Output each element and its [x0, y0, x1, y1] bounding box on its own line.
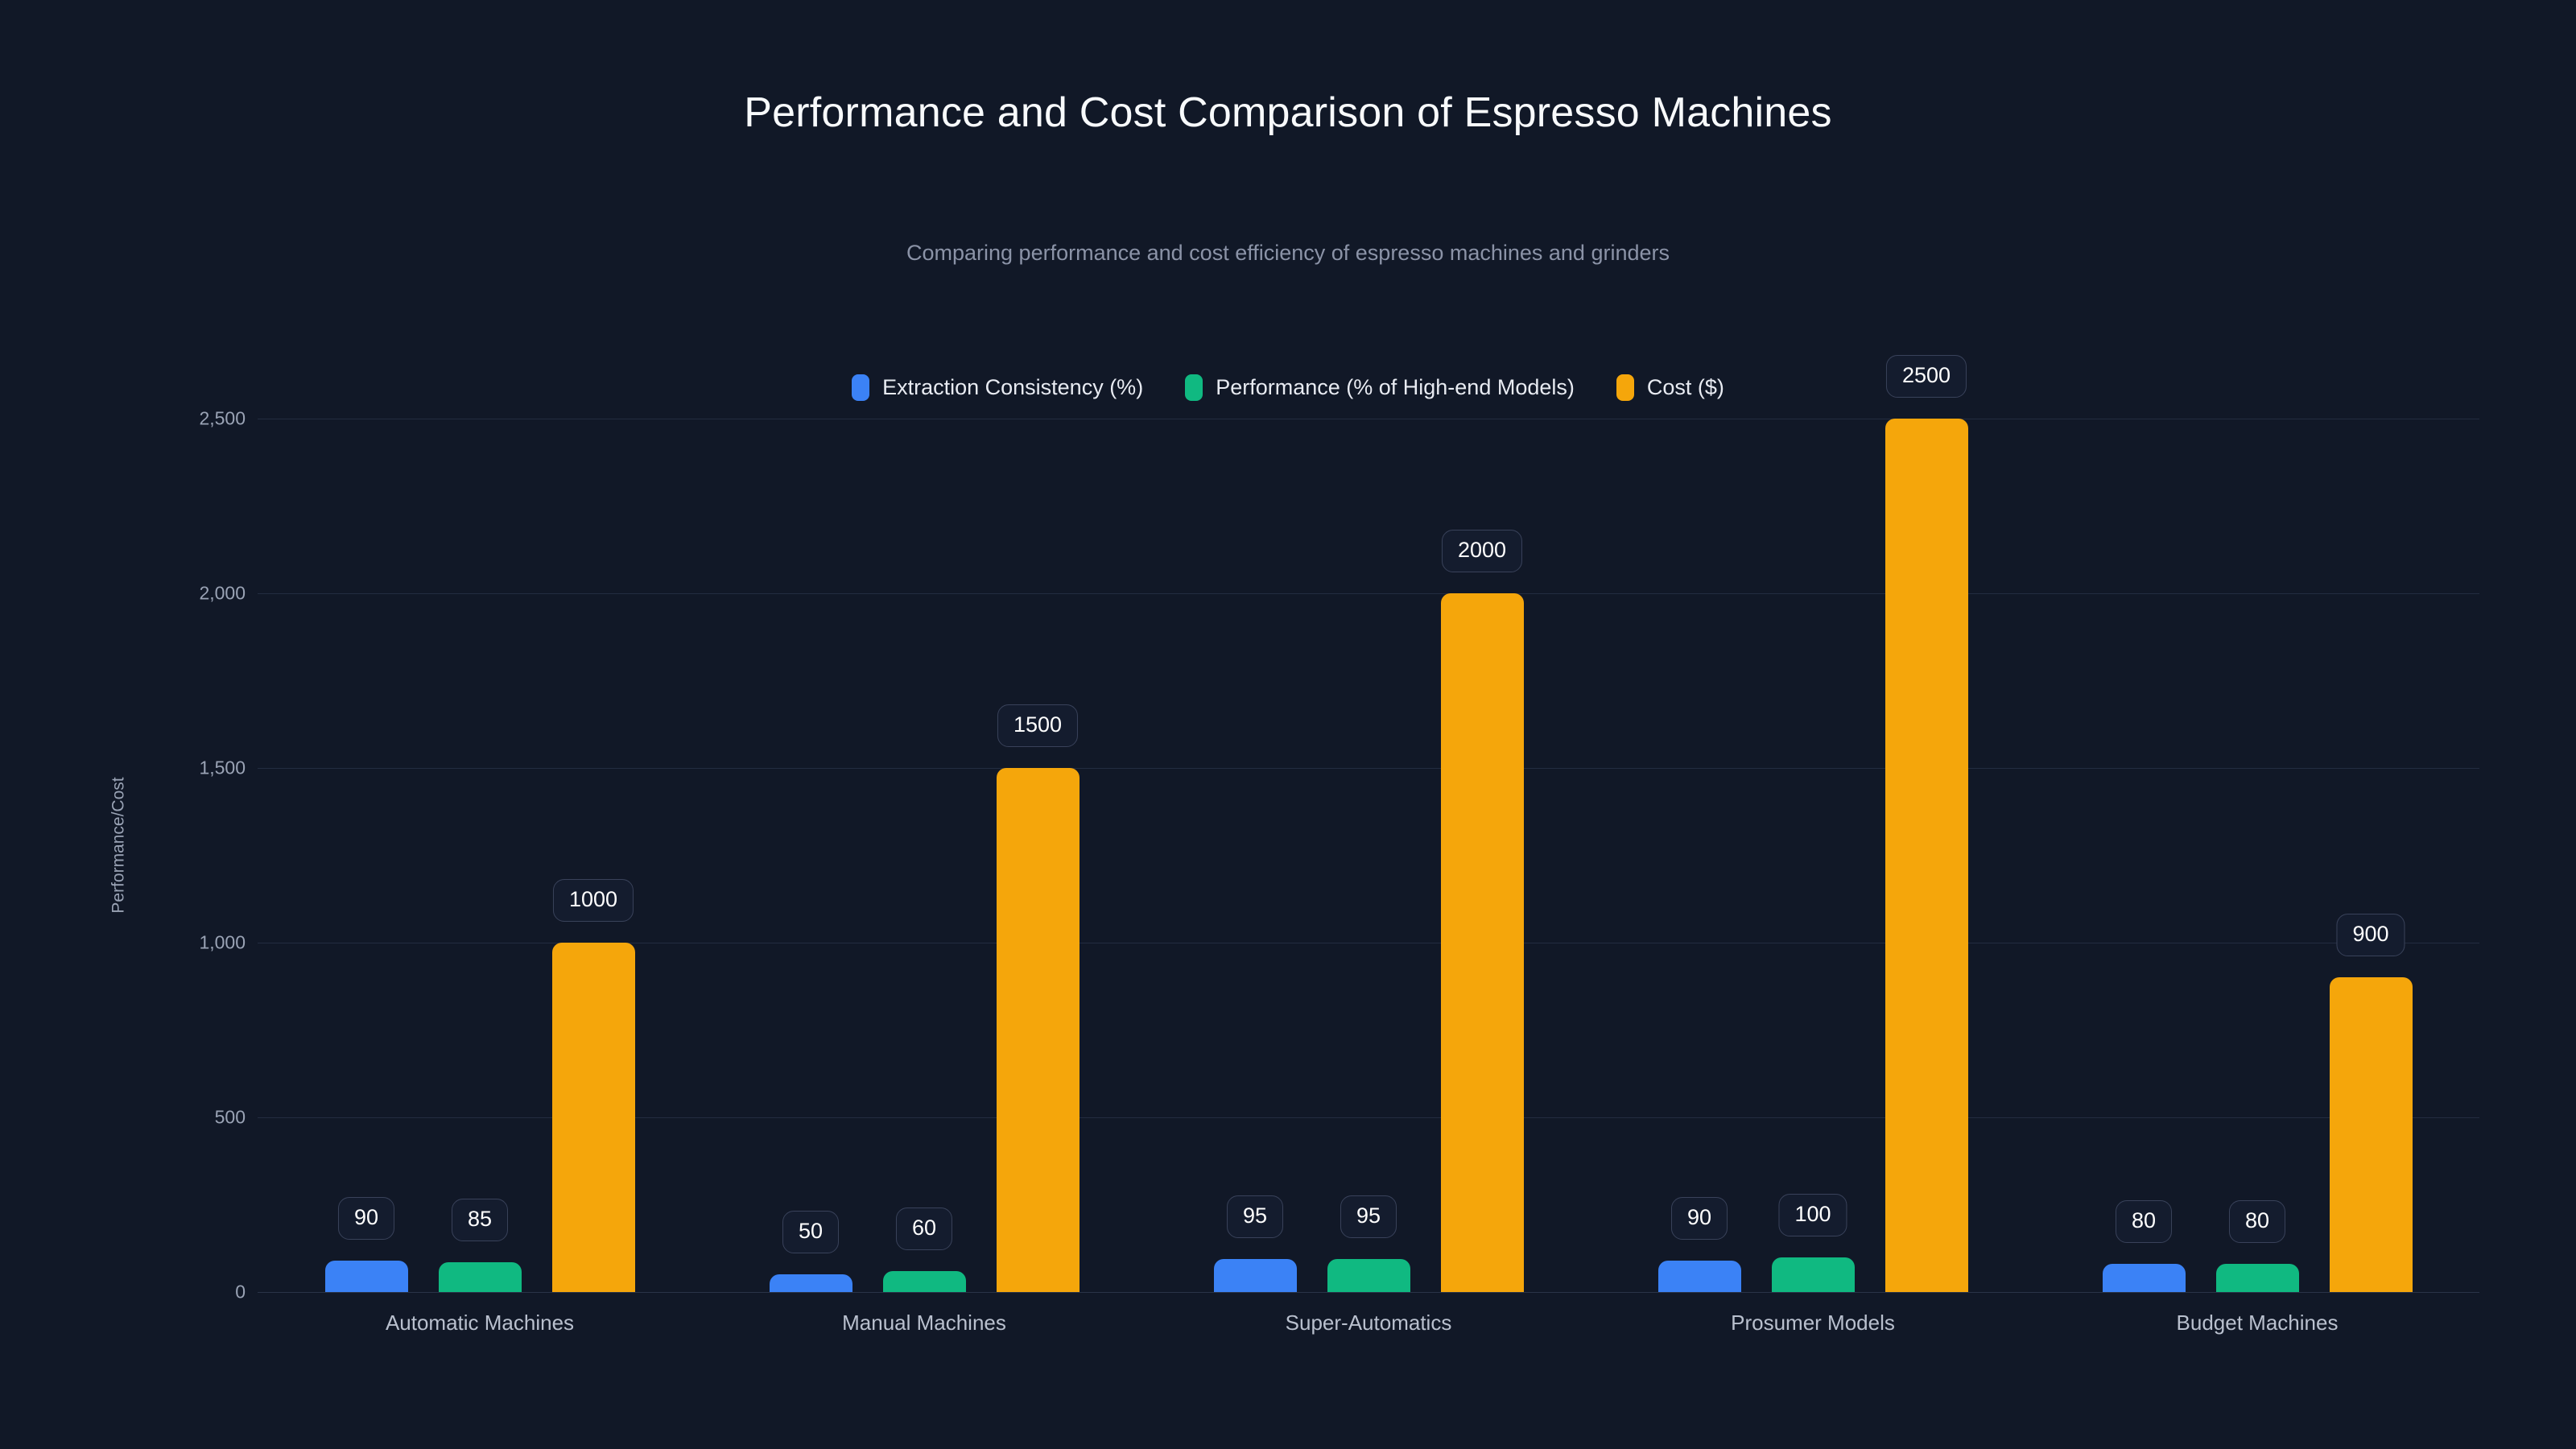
gridline — [258, 1117, 2479, 1118]
bar[interactable] — [551, 943, 635, 1292]
x-tick-label: Automatic Machines — [385, 1311, 575, 1335]
bar-slot: 90 — [1657, 419, 1741, 1292]
bar-value-label: 80 — [2228, 1200, 2286, 1244]
bar-value-label: 2000 — [1441, 530, 1523, 572]
gridline — [258, 768, 2479, 769]
bar[interactable] — [1657, 1260, 1741, 1292]
legend-item-2[interactable]: Cost ($) — [1616, 374, 1724, 401]
bar-slot: 95 — [1327, 419, 1410, 1292]
y-tick-label: 1,000 — [199, 931, 246, 953]
gridline — [258, 593, 2479, 594]
bar[interactable] — [1327, 1258, 1410, 1292]
bar-value-label: 900 — [2336, 914, 2405, 957]
bar[interactable] — [996, 768, 1080, 1292]
legend-item-1[interactable]: Performance (% of High-end Models) — [1185, 374, 1575, 401]
bar-value-label: 1000 — [552, 879, 634, 922]
legend-swatch-icon — [852, 374, 870, 401]
x-tick-label: Manual Machines — [842, 1311, 1006, 1335]
bar[interactable] — [1213, 1258, 1297, 1292]
legend-item-label: Extraction Consistency (%) — [882, 375, 1144, 399]
bar-group-2: 95 95 2000 — [1213, 419, 1524, 1292]
bar-group-1: 50 60 1500 — [769, 419, 1080, 1292]
bar-group-0: 90 85 1000 — [324, 419, 635, 1292]
bar-slot: 50 — [769, 419, 852, 1292]
bar-slot: 80 — [2215, 419, 2299, 1292]
bar-value-label: 95 — [1226, 1195, 1284, 1238]
bar-value-label: 85 — [451, 1199, 509, 1242]
bar-value-label: 50 — [782, 1211, 840, 1254]
bar-group-4: 80 80 900 — [2102, 419, 2413, 1292]
y-axis-label-text: Performance/Cost — [109, 777, 129, 914]
y-tick-label: 2,000 — [199, 582, 246, 604]
bar[interactable] — [438, 1262, 522, 1292]
gridline — [258, 1292, 2479, 1293]
bar-value-label: 100 — [1778, 1193, 1847, 1236]
legend-swatch-icon — [1185, 374, 1203, 401]
bar-slot: 1500 — [996, 419, 1080, 1292]
bar-value-label: 90 — [337, 1196, 395, 1240]
x-tick-label: Prosumer Models — [1731, 1311, 1895, 1335]
legend-swatch-icon — [1616, 374, 1634, 401]
y-tick-label: 500 — [214, 1106, 246, 1128]
bar-group-3: 90 100 2500 — [1657, 355, 1968, 1292]
bar[interactable] — [882, 1270, 966, 1292]
bar-value-label: 60 — [895, 1207, 953, 1250]
y-tick-label: 0 — [235, 1281, 246, 1302]
bar-slot: 90 — [324, 419, 408, 1292]
y-tick-label: 2,500 — [199, 407, 246, 429]
bar-slot: 2000 — [1440, 419, 1524, 1292]
chart-legend: Extraction Consistency (%) Performance (%… — [0, 374, 2576, 401]
bar-slot: 2500 — [1885, 355, 1968, 1292]
bar-slot: 80 — [2102, 419, 2186, 1292]
bar[interactable] — [1885, 419, 1968, 1292]
bar[interactable] — [324, 1260, 408, 1292]
bar[interactable] — [769, 1274, 852, 1292]
x-tick-label: Budget Machines — [2176, 1311, 2339, 1335]
plot-area: 90 85 1000 50 60 1500 95 95 2000 90 100 2500 80 80 900 — [258, 355, 2479, 1293]
bar-value-label: 80 — [2115, 1200, 2173, 1244]
bar-slot: 900 — [2329, 419, 2413, 1292]
bar-slot: 1000 — [551, 419, 635, 1292]
bar-slot: 95 — [1213, 419, 1297, 1292]
legend-item-label: Cost ($) — [1646, 375, 1724, 399]
bar-value-label: 2500 — [1885, 355, 1967, 398]
bar-value-label: 1500 — [997, 704, 1079, 747]
bar-slot: 60 — [882, 419, 966, 1292]
bar[interactable] — [2329, 977, 2413, 1292]
bar[interactable] — [1771, 1257, 1855, 1292]
page-title: Performance and Cost Comparison of Espre… — [744, 89, 1832, 136]
bar-value-label: 95 — [1340, 1195, 1397, 1238]
x-tick-label: Super-Automatics — [1285, 1311, 1452, 1335]
legend-item-0[interactable]: Extraction Consistency (%) — [852, 374, 1143, 401]
bar-slot: 85 — [438, 419, 522, 1292]
chart-subtitle: Comparing performance and cost efficienc… — [906, 241, 1670, 265]
bar[interactable] — [2215, 1264, 2299, 1292]
bar[interactable] — [2102, 1264, 2186, 1292]
y-tick-label: 1,500 — [199, 757, 246, 778]
bar-value-label: 90 — [1670, 1196, 1728, 1240]
bar-slot: 100 — [1771, 419, 1855, 1292]
legend-item-label: Performance (% of High-end Models) — [1216, 375, 1575, 399]
bar[interactable] — [1440, 593, 1524, 1292]
